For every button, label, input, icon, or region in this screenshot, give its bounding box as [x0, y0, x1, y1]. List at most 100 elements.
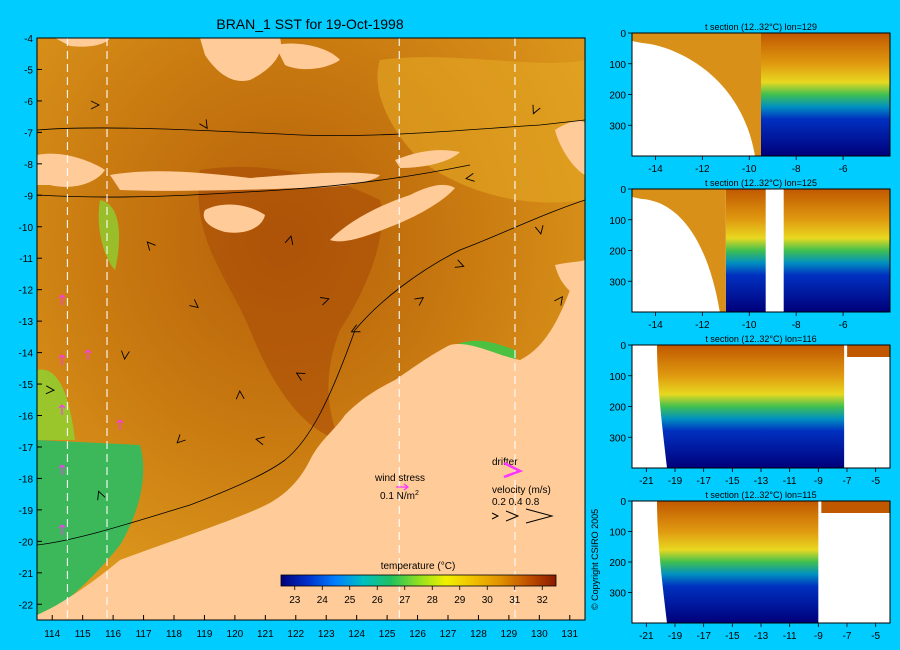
section-y-tick-label: 300: [609, 433, 626, 444]
section-y-tick-label: 200: [609, 558, 626, 569]
map-y-tick-label: -21: [19, 569, 34, 580]
wind-stress-arrow: [58, 294, 66, 305]
copyright-text: © Copyright CSIRO 2005: [590, 509, 600, 610]
map-y-tick-label: -14: [19, 349, 34, 360]
wind-stress-arrow: [58, 354, 66, 365]
section-x-tick-label: -10: [742, 320, 757, 331]
map-legend: wind stress 0.1 N/m2 drifter velocity (m…: [374, 457, 554, 524]
section-x-tick-label: -19: [668, 476, 683, 487]
section-y-tick-label: 300: [609, 121, 626, 132]
velocity-arrow: [235, 390, 245, 400]
map-x-tick-label: 124: [348, 629, 365, 640]
map-y-tick-label: -6: [24, 97, 33, 108]
section-shelf: [821, 501, 890, 513]
kimberley-land: [555, 260, 585, 300]
wind-stress-arrow: [396, 483, 409, 491]
section-y-tick-label: 0: [620, 497, 626, 508]
wind-stress-arrow: [58, 524, 66, 535]
section-shelf: [632, 33, 761, 156]
velocity-arrow: [255, 436, 265, 446]
australia-land: [37, 260, 585, 620]
colorbar-tick-label: 31: [509, 595, 521, 606]
section-ocean: [761, 33, 890, 156]
wind-stress-label: wind stress: [374, 473, 425, 484]
section-x-tick-label: -21: [639, 631, 654, 642]
velocity-arrow: [45, 385, 55, 395]
map-x-tick-label: 114: [44, 629, 60, 640]
map-x-tick-label: 130: [531, 629, 548, 640]
section-shelf: [632, 189, 726, 312]
map-y-tick-label: -7: [24, 128, 33, 139]
section-x-tick-label: -14: [648, 320, 663, 331]
colorbar-ramp: [280, 574, 557, 587]
section-shelf: [847, 345, 890, 357]
colorbar-tick-label: 28: [427, 595, 439, 606]
velocity-arrow: [350, 324, 361, 333]
section-x-tick-label: -7: [843, 476, 852, 487]
section-x-tick-label: -6: [839, 164, 848, 175]
section-ocean: [657, 501, 819, 623]
shelf-contour: [36, 199, 586, 546]
section-panel: t section (12..32°C) lon=125 -14 -12 -10 -8 -…: [609, 178, 891, 331]
map-x-tick-label: 119: [196, 629, 212, 640]
cool-patch-north: [377, 57, 585, 203]
east-island: [555, 120, 585, 175]
map-frame: [36, 37, 586, 621]
section-x-tick-label: -9: [814, 631, 823, 642]
java-island: [37, 153, 105, 187]
map-x-tick-label: 117: [136, 629, 152, 640]
wind-stress-scale: 0.1 N/m2: [380, 490, 419, 502]
colorbar-tick-label: 27: [399, 595, 411, 606]
section-panel: t section (12..32°C) lon=116 -21 -19 -17 -15…: [609, 334, 891, 487]
section-y-tick-label: 200: [609, 403, 626, 414]
section-panels: t section (12..32°C) lon=129 -14 -12 -10 -8 -…: [609, 22, 891, 642]
section-x-tick-label: -7: [843, 631, 852, 642]
lesser-sunda-islands: [110, 171, 380, 191]
section-x-tick-label: -17: [696, 631, 711, 642]
velocity-arrow: [176, 434, 186, 444]
section-x-tick-label: -15: [725, 476, 740, 487]
map-y-tick-label: -22: [19, 600, 34, 611]
colorbar-tick-label: 24: [317, 595, 329, 606]
section-panel: t section (12..32°C) lon=115 -21 -19 -17 -15…: [609, 490, 891, 642]
map-y-tick-label: -10: [19, 223, 34, 234]
sumba-island: [203, 204, 265, 233]
velocity-arrow: [199, 119, 208, 130]
map-y-tick-label: -17: [19, 443, 34, 454]
shelf-green-wedge: [98, 200, 120, 270]
map-x-tick-label: 129: [501, 629, 518, 640]
colorbar-ticks: 23 24 25 26 27 28 29 30 31 32: [289, 586, 548, 606]
section-x-tick-label: -6: [839, 320, 848, 331]
velocity-arrow: [284, 235, 294, 245]
island-contour: [36, 164, 471, 198]
map-y-tick-label: -20: [19, 537, 34, 548]
map-y-tick-label: -4: [24, 34, 33, 45]
map-x-tick-label: 118: [166, 629, 182, 640]
colorbar-tick-label: 32: [537, 595, 549, 606]
section-y-tick-label: 100: [609, 216, 626, 227]
section-lines: [66, 38, 516, 620]
section-ocean: [657, 345, 845, 468]
map-y-tick-label: -18: [19, 474, 34, 485]
map-x-tick-label: 131: [561, 629, 578, 640]
colorbar: temperature (°C) 23 24 25 26 27 28 29 30 31 32: [280, 561, 557, 606]
map-x-tick-label: 116: [105, 629, 121, 640]
velocity-arrow: [295, 372, 306, 381]
map-y-tick-label: -13: [19, 317, 34, 328]
map-y-tick-label: -8: [24, 160, 33, 171]
section-x-tick-label: -13: [754, 476, 769, 487]
section-y-tick-label: 300: [609, 277, 626, 288]
section-x-tick-label: -11: [783, 476, 797, 487]
velocity-arrow: [414, 297, 425, 306]
section-x-tick-label: -5: [871, 631, 880, 642]
section-ocean: [725, 189, 890, 312]
colorbar-tick-label: 23: [289, 595, 301, 606]
section-x-tick-label: -19: [668, 631, 683, 642]
map-y-tick-label: -15: [19, 380, 34, 391]
section-x-tick-label: -21: [639, 476, 654, 487]
velocity-arrows: [45, 100, 563, 535]
map-x-tick-label: 123: [318, 629, 335, 640]
section-title: t section (12..32°C) lon=125: [705, 178, 817, 188]
velocity-arrow: [554, 295, 563, 306]
map-title: BRAN_1 SST for 19-Oct-1998: [216, 16, 403, 32]
